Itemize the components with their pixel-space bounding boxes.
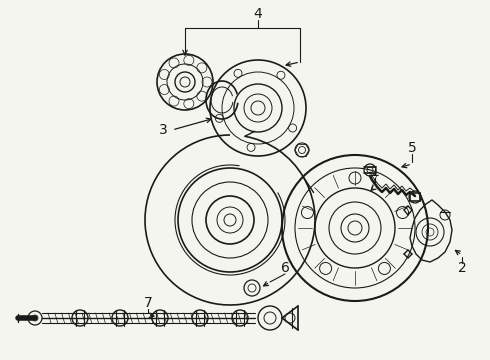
Text: 1: 1 <box>370 165 379 179</box>
Text: 6: 6 <box>281 261 290 275</box>
Text: 5: 5 <box>408 141 416 155</box>
Text: 7: 7 <box>144 296 152 310</box>
Text: 2: 2 <box>458 261 466 275</box>
Text: 3: 3 <box>159 123 168 137</box>
Text: 4: 4 <box>254 7 262 21</box>
